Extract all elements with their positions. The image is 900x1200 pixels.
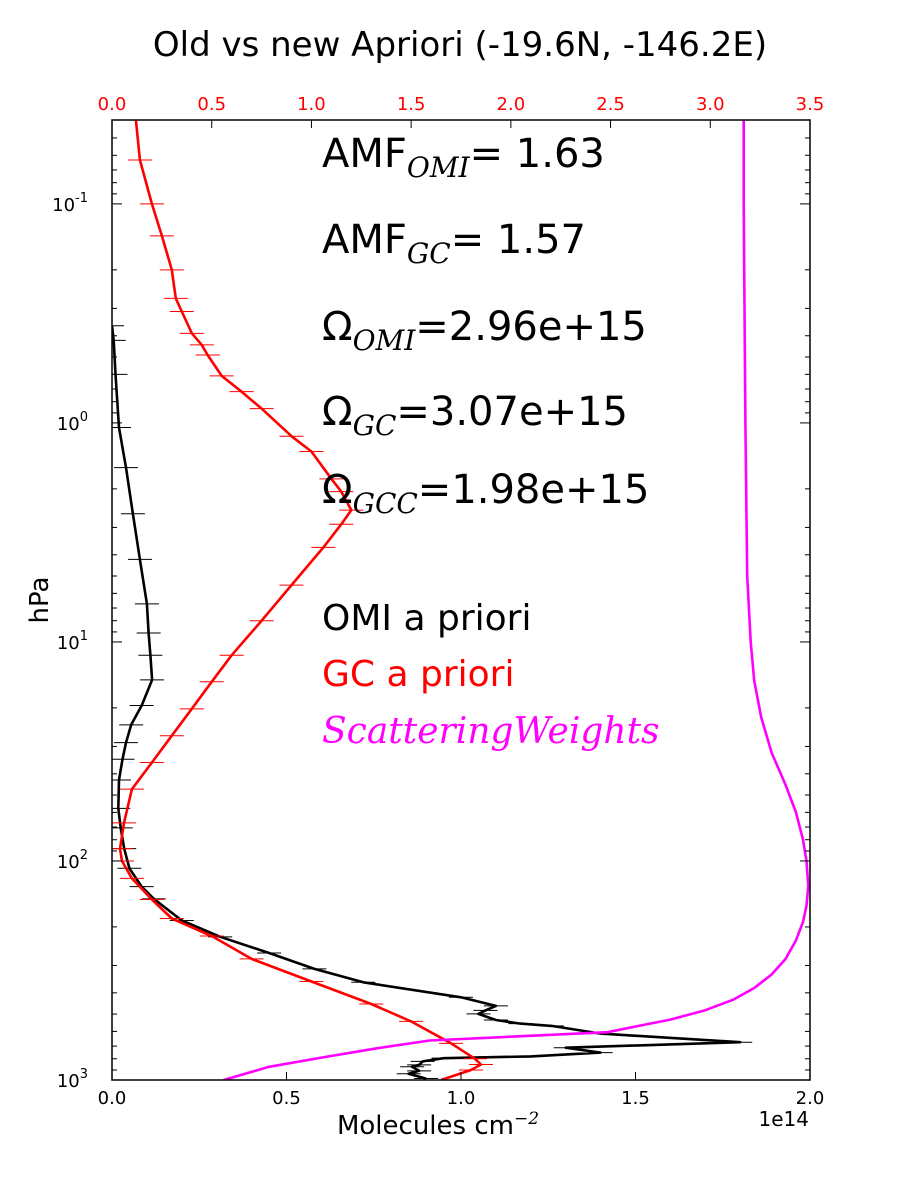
x-axis-offset-text: 1e14 <box>759 1107 809 1131</box>
x-top-tick-label: 1.5 <box>397 94 426 115</box>
x-tick-label: 0.5 <box>272 1088 301 1109</box>
legend-entry-1: GC a priori <box>322 654 514 695</box>
x-top-tick-label: 2.5 <box>596 94 625 115</box>
y-tick-label: 101 <box>57 629 88 654</box>
x-top-tick-label: 0.5 <box>197 94 226 115</box>
chart-title: Old vs new Apriori (-19.6N, -146.2E) <box>153 25 767 65</box>
y-tick-label: 102 <box>57 848 88 873</box>
x-top-tick-label: 0.0 <box>98 94 127 115</box>
x-tick-label: 1.5 <box>621 1088 650 1109</box>
x-axis-label-exponent: −2 <box>514 1109 539 1129</box>
annotation-0: AMFOMI= 1.63 <box>322 131 605 184</box>
series-line-scatteringweights <box>223 120 810 1080</box>
series-2 <box>223 120 810 1080</box>
annotation-1: AMFGC= 1.57 <box>322 217 586 270</box>
series-line-omi-a-priori <box>112 325 742 1080</box>
plot-area <box>112 120 810 1080</box>
x-tick-label: 0.0 <box>98 1088 127 1109</box>
series-line-gc-a-priori <box>118 120 483 1080</box>
annotations: AMFOMI= 1.63 AMFGC= 1.57 ΩOMI=2.96e+15 ΩGC=… <box>322 131 649 520</box>
annotation-2: ΩOMI=2.96e+15 <box>322 304 647 357</box>
x-top-tick-label: 3.0 <box>696 94 725 115</box>
plot-background <box>112 120 810 1080</box>
y-tick-label: 100 <box>57 410 88 435</box>
annotation-4: ΩGCC=1.98e+15 <box>322 467 649 520</box>
legend-entry-2: ScatteringWeights <box>322 711 660 752</box>
annotation-3: ΩGC=3.07e+15 <box>322 389 628 442</box>
legend: OMI a priori GC a priori ScatteringWeights <box>322 598 660 752</box>
axes-layer: 0.0 0.5 1.0 1.5 2.0 0.0 0.5 1.0 1.5 2.0 2.5 3.0 3.5 1… <box>52 94 824 1109</box>
legend-entry-0: OMI a priori <box>322 598 531 639</box>
x-tick-label: 2.0 <box>796 1088 825 1109</box>
x-top-tick-label: 3.5 <box>796 94 825 115</box>
y-tick-label: 103 <box>57 1067 88 1092</box>
series-1 <box>112 120 493 1080</box>
series-layer <box>112 120 810 1080</box>
x-axis-label: Molecules cm−2 <box>337 1109 539 1141</box>
x-axis-label-text: Molecules cm <box>337 1111 514 1141</box>
x-top-tick-label: 2.0 <box>497 94 526 115</box>
y-axis-label: hPa <box>25 577 55 624</box>
x-tick-label: 1.0 <box>447 1088 476 1109</box>
y-tick-label: 10-1 <box>52 191 88 216</box>
x-top-tick-label: 1.0 <box>297 94 326 115</box>
